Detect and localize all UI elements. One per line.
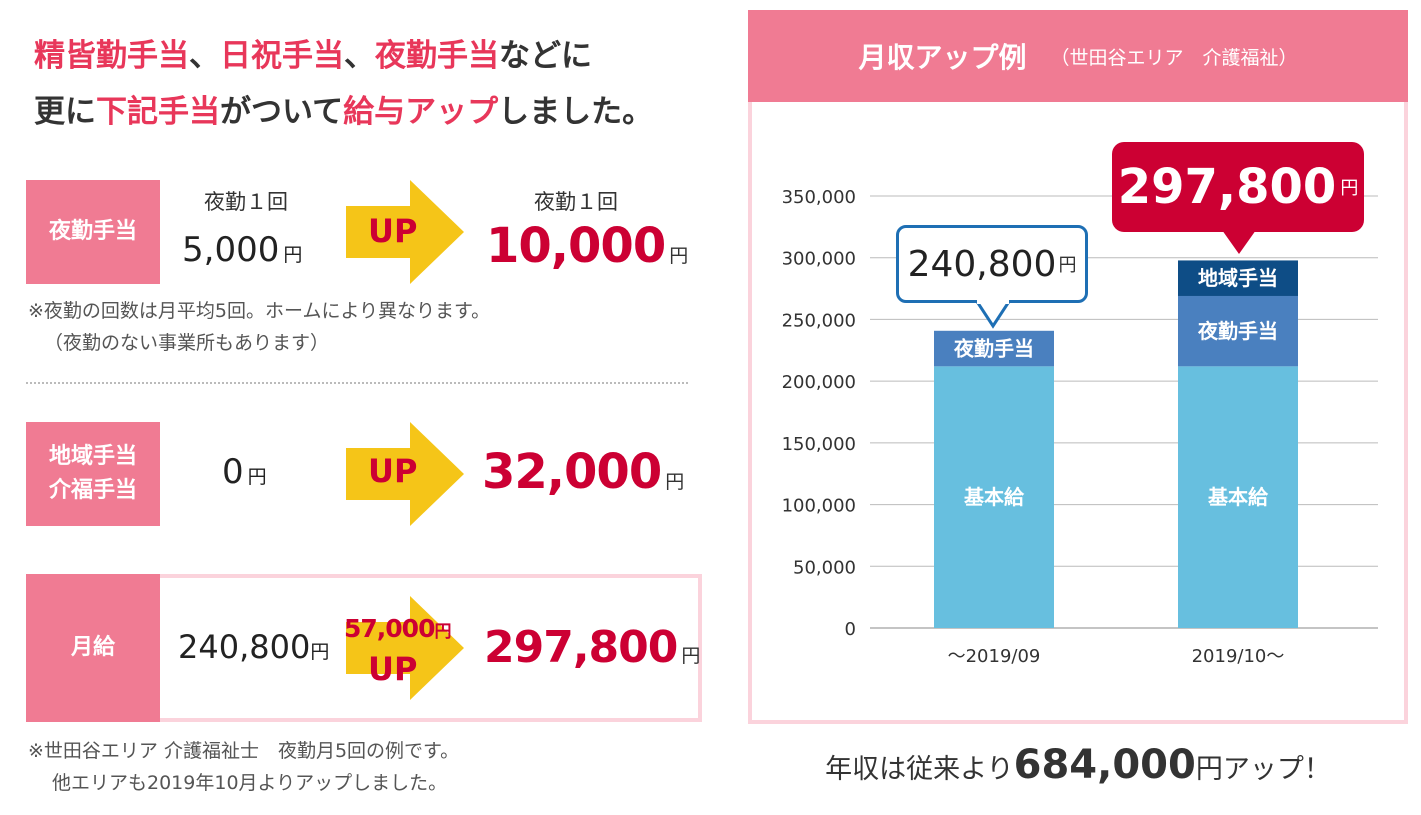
- bubble-pointer: [1222, 230, 1256, 254]
- up-label: UP: [368, 212, 418, 250]
- chart-panel-title: 月収アップ例: [858, 41, 1027, 74]
- night-before-value: 5,000: [182, 230, 280, 270]
- bar-segment-label: 地域手当: [1198, 266, 1278, 290]
- salary-before-amount: 240,800円: [178, 628, 329, 666]
- night-before-caption: 夜勤１回: [204, 190, 288, 214]
- bar-segment: [1178, 366, 1298, 628]
- up-arrow-icon: [346, 180, 464, 284]
- y-tick-label: 0: [845, 619, 856, 640]
- headline-line-1: 精皆勤手当、日祝手当、夜勤手当などに: [34, 28, 714, 84]
- y-tick-label: 50,000: [793, 557, 856, 578]
- bar-segment: [934, 330, 1054, 367]
- yen-unit: 円: [1340, 178, 1359, 199]
- bar-segment-label: 基本給: [964, 485, 1025, 509]
- annual-pre: 年収は従来より: [825, 754, 1014, 785]
- regional-after-amount: 32,000 円: [482, 444, 684, 500]
- annual-post: 円アップ！: [1195, 754, 1331, 785]
- x-tick-label: 〜2019/09: [948, 646, 1041, 667]
- headline: 精皆勤手当、日祝手当、夜勤手当などに 更に下記手当がついて給与アップしました。: [34, 28, 714, 140]
- before-total-value: 240,800: [907, 243, 1057, 285]
- up-arrow-icon: [346, 596, 464, 700]
- y-tick-label: 300,000: [782, 249, 856, 270]
- chart-panel-header: 月収アップ例 （世田谷エリア 介護福祉）: [748, 10, 1408, 102]
- night-note-2: （夜勤のない事業所もあります）: [44, 332, 330, 354]
- bubble-pointer: [976, 300, 1010, 329]
- salary-increase: 57,000円: [344, 614, 451, 643]
- regional-label-line-2: 介福手当: [48, 478, 137, 503]
- headline-night: 夜勤手当: [375, 38, 499, 74]
- annual-value: 684,000: [1013, 742, 1196, 788]
- yen-unit: 円: [247, 466, 267, 488]
- regional-label-line-1: 地域手当: [48, 444, 137, 469]
- bar-segment: [1178, 295, 1298, 367]
- salary-increase-value: 57,000: [344, 614, 435, 643]
- headline-comma: 、: [344, 38, 375, 74]
- yen-unit: 円: [669, 245, 688, 267]
- headline-salary-up: 給与アップ: [343, 94, 499, 130]
- headline-perfect-attendance: 精皆勤手当: [34, 38, 189, 74]
- chart-panel-subtitle: （世田谷エリア 介護福祉）: [1050, 46, 1298, 69]
- up-arrow-icon: [346, 422, 464, 526]
- headline-line-2: 更に下記手当がついて給与アップしました。: [34, 84, 714, 140]
- salary-after-amount: 297,800 円: [484, 622, 700, 673]
- headline-text: などに: [499, 38, 592, 74]
- before-total-bubble: 240,800 円: [896, 225, 1088, 303]
- y-tick-label: 200,000: [782, 372, 856, 393]
- night-after-value: 10,000: [486, 218, 666, 274]
- salary-note-1: ※世田谷エリア 介護福祉士 夜勤月5回の例です。: [28, 740, 460, 762]
- yen-unit: 円: [434, 622, 451, 642]
- salary-chart: 0 50,000 100,000 150,000 200,000 250,000 300,0…: [782, 187, 1378, 667]
- divider: [26, 382, 688, 384]
- regional-before-value: 0: [222, 452, 244, 492]
- salary-note-2: 他エリアも2019年10月よりアップしました。: [52, 772, 448, 794]
- salary-frame: [158, 574, 702, 722]
- regional-after-value: 32,000: [482, 444, 662, 500]
- y-tick-label: 100,000: [782, 496, 856, 517]
- salary-after-value: 297,800: [484, 622, 678, 673]
- night-note-1: ※夜勤の回数は月平均5回。ホームにより異なります。: [28, 300, 491, 322]
- after-total-bubble: 297,800 円: [1112, 142, 1364, 232]
- y-tick-label: 350,000: [782, 187, 856, 208]
- night-after-amount: 10,000 円: [486, 218, 688, 274]
- after-total-value: 297,800: [1117, 159, 1337, 215]
- up-label: UP: [368, 650, 418, 688]
- headline-allowances: 下記手当: [96, 94, 220, 130]
- yen-unit: 円: [665, 471, 684, 493]
- yen-unit: 円: [310, 641, 330, 663]
- yen-unit: 円: [1058, 255, 1077, 276]
- headline-text: 更に: [34, 94, 96, 130]
- bar-segment-label: 基本給: [1208, 485, 1269, 509]
- bar-segment-label: 夜勤手当: [1197, 319, 1278, 343]
- y-tick-label: 250,000: [782, 310, 856, 331]
- salary-label: 月給: [26, 574, 160, 722]
- regional-allowance-label: 地域手当 介福手当: [26, 422, 160, 526]
- y-tick-label: 150,000: [782, 434, 856, 455]
- yen-unit: 円: [283, 244, 303, 266]
- headline-text: しました。: [498, 94, 654, 130]
- annual-increase: 年収は従来より684,000円アップ！: [748, 742, 1408, 788]
- night-before-amount: 5,000 円: [182, 230, 302, 270]
- bar-segment: [934, 366, 1054, 628]
- headline-comma: 、: [189, 38, 220, 74]
- night-allowance-label: 夜勤手当: [26, 180, 160, 284]
- x-tick-label: 2019/10〜: [1192, 646, 1285, 667]
- bar-segment-label: 夜勤手当: [953, 337, 1034, 361]
- night-after-caption: 夜勤１回: [534, 190, 618, 214]
- headline-holiday: 日祝手当: [220, 38, 344, 74]
- yen-unit: 円: [681, 645, 700, 667]
- salary-before-value: 240,800: [178, 628, 311, 666]
- up-label: UP: [368, 452, 418, 490]
- headline-text: がついて: [220, 94, 344, 130]
- bar-segment: [1178, 260, 1298, 296]
